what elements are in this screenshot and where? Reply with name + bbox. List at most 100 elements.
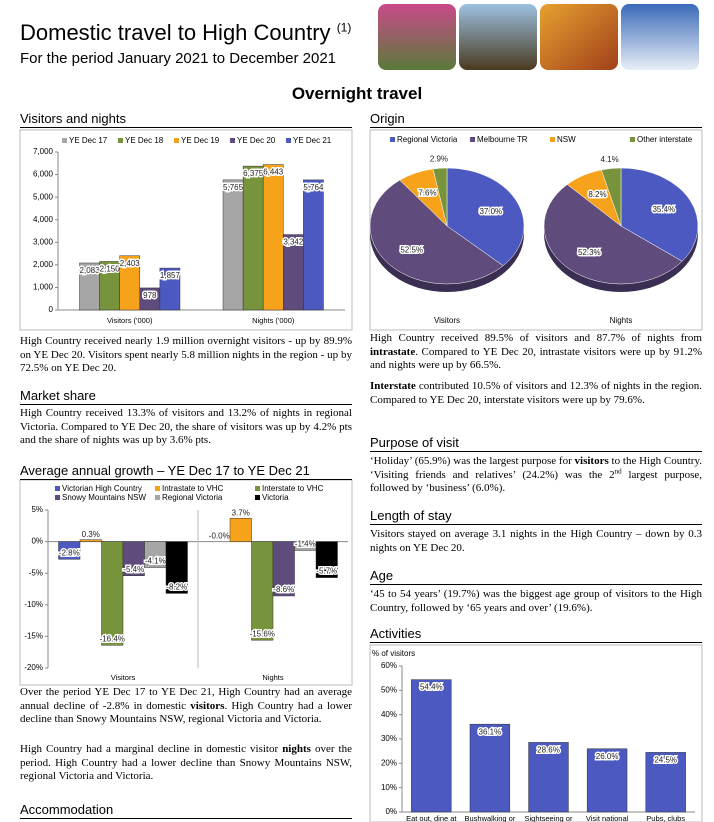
y-tick-label: 20% — [381, 758, 397, 767]
value-label: 3.7% — [232, 508, 250, 517]
legend-label: YE Dec 20 — [237, 136, 276, 145]
y-tick-label: 0% — [385, 807, 397, 816]
bar — [159, 267, 181, 311]
legend-swatch — [62, 138, 67, 143]
text-run: to the High Country. ‘Visiting friends a… — [370, 455, 702, 481]
section-heading: Activities — [370, 626, 702, 643]
value-label: 7.6% — [418, 188, 436, 197]
value-label: 24.5% — [654, 755, 677, 764]
photo — [621, 4, 699, 70]
section-heading: Origin — [370, 111, 702, 128]
x-tick-label: Nights — [262, 673, 284, 682]
legend-label: Victorian High Country — [62, 484, 142, 493]
value-label: 37.0% — [479, 207, 502, 216]
text-run: . Compared to YE Dec 20, intrastate visi… — [370, 345, 702, 372]
paragraph: High Country had a marginal decline in d… — [20, 743, 352, 784]
bar — [165, 541, 188, 594]
text-run: High Country had a marginal decline in d… — [20, 743, 283, 755]
section-heading: Market share — [20, 388, 352, 405]
legend-swatch — [470, 137, 475, 142]
value-label: 5,764 — [303, 183, 324, 192]
pie-slice — [446, 167, 525, 267]
legend-swatch — [55, 486, 60, 491]
value-label: -8.2% — [166, 583, 187, 592]
value-label: 2,150 — [100, 265, 121, 274]
legend-swatch — [55, 495, 60, 500]
value-label: 28.6% — [537, 746, 560, 755]
value-label: 52.3% — [578, 248, 601, 257]
photo — [378, 4, 456, 70]
text-run: over the period. High Country had a lowe… — [20, 743, 352, 782]
section-heading: Average annual growth – YE Dec 17 to YE … — [20, 463, 352, 480]
x-tick-label: Nights ('000) — [252, 316, 295, 325]
value-label: 3,342 — [283, 238, 304, 247]
y-tick-label: -5% — [29, 568, 43, 577]
y-tick-label: 3,000 — [33, 237, 54, 246]
paragraph: High Country received 89.5% of visitors … — [370, 332, 702, 373]
value-label: -5.7% — [316, 567, 337, 576]
bold-text: intrastate — [370, 345, 416, 358]
chart-frame — [19, 479, 353, 686]
legend-label: YE Dec 17 — [69, 136, 108, 145]
paragraph: Interstate contributed 10.5% of visitors… — [370, 380, 702, 407]
value-label: 1,857 — [160, 271, 181, 280]
legend-label: Regional Victoria — [397, 135, 458, 144]
text-run: Visitors stayed on average 3.1 nights in… — [370, 528, 702, 554]
bar — [469, 723, 511, 813]
value-label: 54.4% — [420, 683, 443, 692]
x-tick-label: Eat out, dine at — [406, 814, 457, 822]
y-tick-label: 2,000 — [33, 260, 54, 269]
y-tick-label: 1,000 — [33, 283, 54, 292]
value-label: 6,375 — [243, 169, 264, 178]
value-label: 26.0% — [596, 752, 619, 761]
text-run: largest purpose, followed by ‘business’ … — [370, 468, 702, 495]
value-label: -0.0% — [209, 532, 230, 541]
photo — [540, 4, 618, 70]
y-tick-label: 0 — [49, 305, 54, 314]
section-heading: Length of stay — [370, 508, 702, 525]
y-tick-label: -20% — [24, 663, 43, 672]
text-run: High Country received 13.3% of visitors … — [20, 407, 352, 446]
legend-swatch — [255, 486, 260, 491]
legend-swatch — [118, 138, 123, 143]
y-tick-label: 5,000 — [33, 192, 54, 201]
value-label: -16.4% — [100, 634, 125, 643]
y-tick-label: 5% — [31, 505, 43, 514]
text-run: . High Country had a lower decline than … — [20, 699, 352, 726]
y-tick-label: 4,000 — [33, 215, 54, 224]
legend-swatch — [255, 495, 260, 500]
x-tick-label: Pubs, clubs — [646, 814, 685, 822]
bold-text: visitors — [190, 699, 225, 712]
value-label: 52.5% — [400, 245, 423, 254]
value-label: 6,443 — [263, 168, 284, 177]
value-label: -15.6% — [250, 629, 275, 638]
y-tick-label: -10% — [24, 600, 43, 609]
bar — [222, 179, 244, 311]
text-run: ‘45 to 54 years’ (19.7%) was the biggest… — [370, 588, 702, 614]
x-tick-label: Sightseeing or — [525, 814, 573, 822]
bar — [303, 179, 324, 311]
value-label: -1.4% — [295, 540, 316, 549]
legend-label: YE Dec 21 — [293, 136, 332, 145]
paragraph: High Country received 13.3% of visitors … — [20, 407, 352, 448]
bar — [272, 541, 295, 597]
value-label: 35.4% — [652, 205, 675, 214]
section-heading: Visitors and nights — [20, 111, 352, 128]
legend-label: Interstate to VHC — [262, 484, 324, 493]
legend-label: NSW — [557, 135, 576, 144]
bar — [586, 748, 628, 813]
legend-label: YE Dec 18 — [125, 136, 164, 145]
legend-label: Victoria — [262, 493, 289, 502]
value-label: 5,765 — [223, 183, 244, 192]
paragraph: High Country received nearly 1.9 million… — [20, 335, 352, 376]
chart-frame — [369, 644, 703, 822]
pie-label: Nights — [610, 316, 633, 325]
y-tick-label: 40% — [381, 710, 397, 719]
legend-label: Snowy Mountains NSW — [62, 493, 146, 502]
legend-swatch — [230, 138, 235, 143]
value-label: -5.4% — [123, 565, 144, 574]
value-label: 0.3% — [82, 530, 100, 539]
text-run: contributed 10.5% of visitors and 12.3% … — [370, 380, 702, 406]
legend-label: YE Dec 19 — [181, 136, 220, 145]
